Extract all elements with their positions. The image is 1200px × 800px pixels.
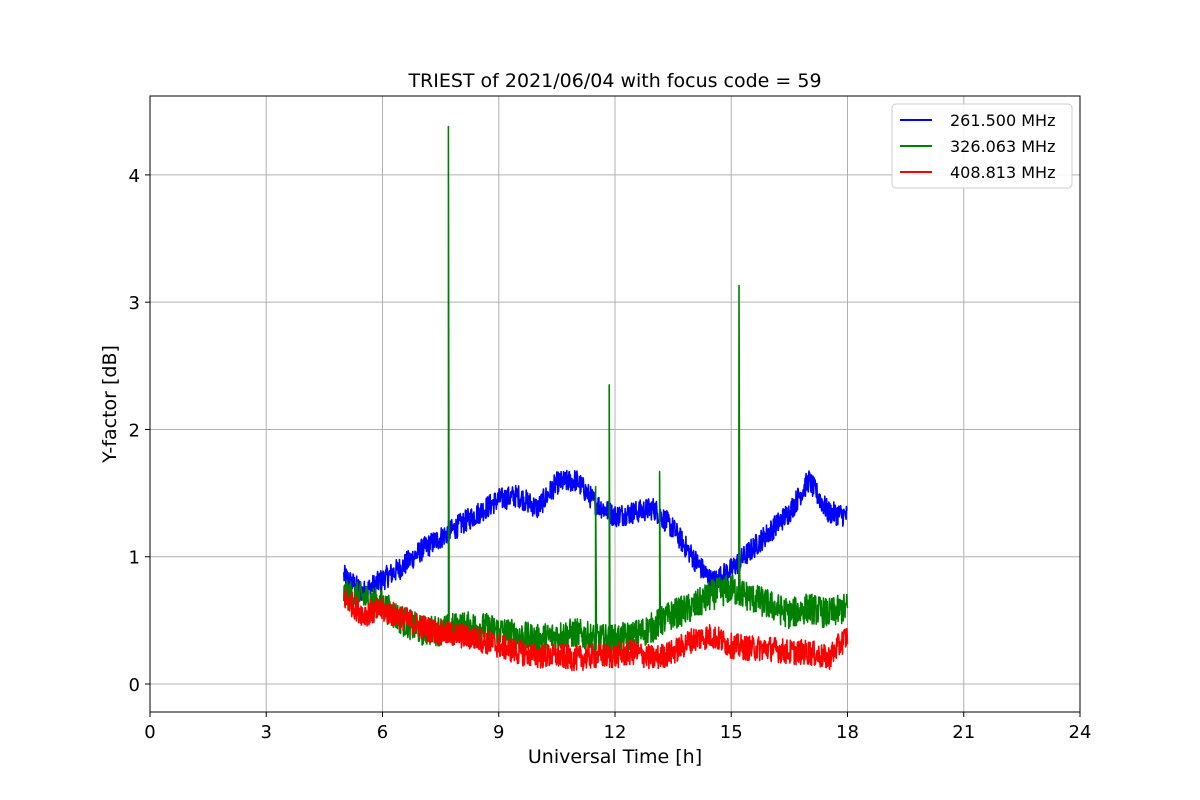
- x-tick-label: 15: [720, 722, 743, 743]
- y-tick-label: 1: [129, 548, 140, 569]
- x-tick-label: 9: [493, 722, 504, 743]
- legend-item: 326.063 MHz: [900, 137, 1055, 156]
- series-line: [343, 588, 849, 672]
- series-2: [343, 588, 849, 672]
- x-tick-label: 0: [144, 722, 155, 743]
- legend-item: 408.813 MHz: [900, 163, 1055, 182]
- x-axis-label: Universal Time [h]: [528, 746, 702, 768]
- y-axis-label: Y-factor [dB]: [99, 345, 121, 464]
- legend-label: 408.813 MHz: [950, 163, 1055, 182]
- legend-label: 326.063 MHz: [950, 137, 1055, 156]
- legend-item: 261.500 MHz: [900, 111, 1055, 130]
- y-tick-label: 3: [129, 293, 140, 314]
- y-tick-label: 2: [129, 420, 140, 441]
- x-tick-label: 6: [377, 722, 388, 743]
- x-tick-label: 21: [952, 722, 975, 743]
- y-tick-label: 0: [129, 675, 140, 696]
- y-tick-label: 4: [129, 166, 140, 187]
- legend-box: [891, 103, 1073, 189]
- x-tick-label: 24: [1069, 722, 1092, 743]
- x-tick-label: 18: [836, 722, 859, 743]
- x-tick-label: 12: [604, 722, 627, 743]
- legend: 261.500 MHz 326.063 MHz 408.813 MHz: [891, 103, 1073, 189]
- chart-title: TRIEST of 2021/06/04 with focus code = 5…: [407, 70, 821, 92]
- x-tick-label: 3: [261, 722, 272, 743]
- series-layer: [343, 125, 849, 672]
- legend-label: 261.500 MHz: [950, 111, 1055, 130]
